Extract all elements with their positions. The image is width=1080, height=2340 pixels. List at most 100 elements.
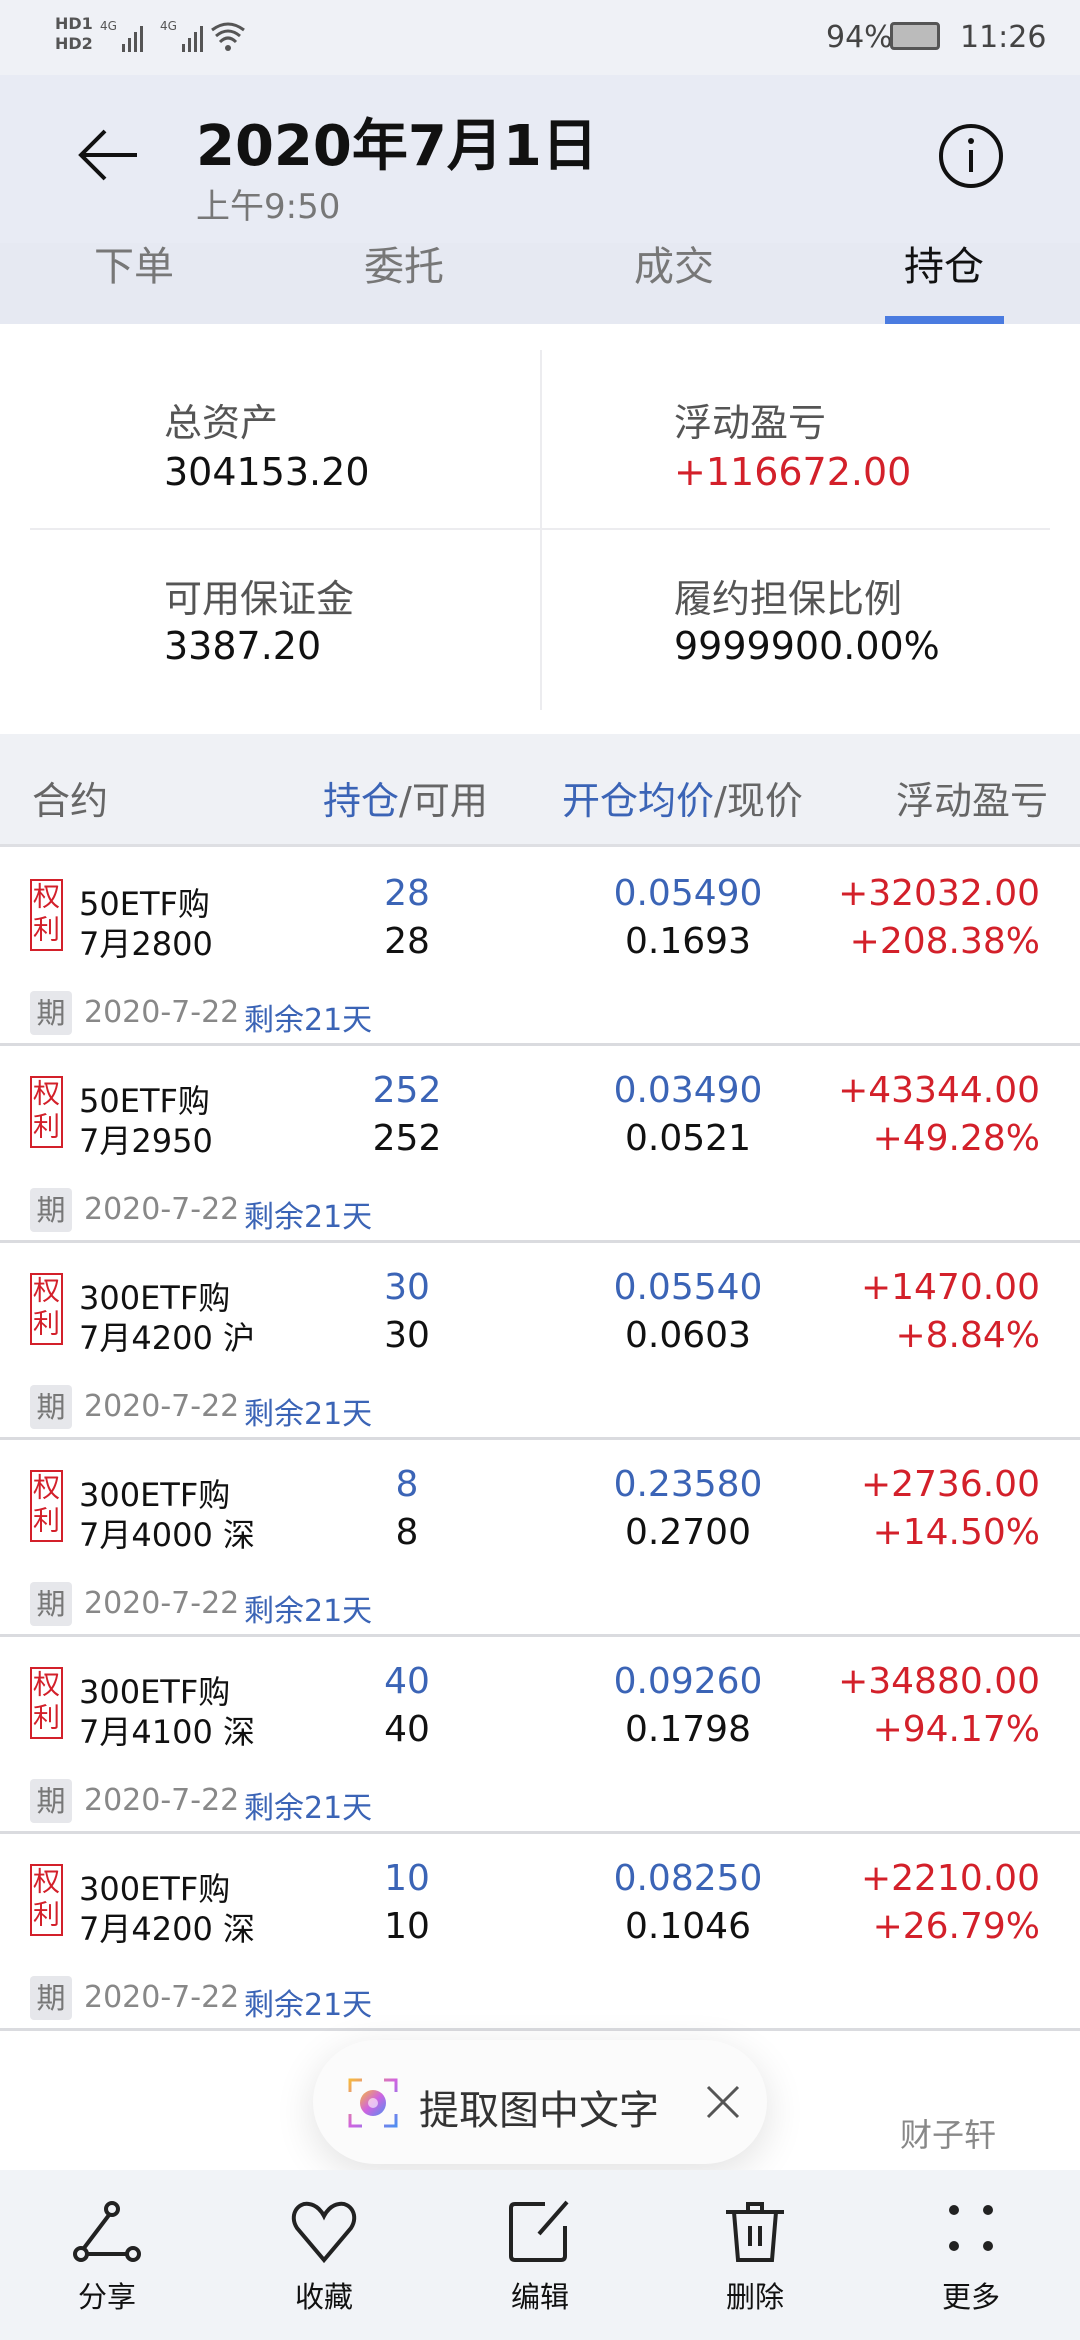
row-pnl: +43344.00 xyxy=(838,1070,1040,1111)
tab-trades[interactable]: 成交 xyxy=(634,244,714,290)
row-pnl-percent: +26.79% xyxy=(872,1906,1040,1947)
expiry-badge: 期 xyxy=(30,1976,72,2020)
row-pnl-percent: +208.38% xyxy=(849,921,1040,962)
contract-name: 300ETF购 xyxy=(79,1673,231,1711)
available-qty: 252 xyxy=(372,1118,442,1159)
table-row[interactable]: 权利 300ETF购 7月4200 沪 30 30 0.05540 0.0603… xyxy=(0,1243,1080,1440)
col-floating-pnl[interactable]: 浮动盈亏 xyxy=(895,779,1048,823)
divider xyxy=(540,350,542,710)
extract-text-toast[interactable]: 提取图中文字 xyxy=(313,2040,767,2164)
col-position[interactable]: 持仓 xyxy=(323,779,400,823)
guarantee-ratio-value: 9999900.00% xyxy=(674,624,940,668)
right-badge: 权利 xyxy=(30,1667,63,1739)
expiry-badge: 期 xyxy=(30,991,72,1035)
edit-icon xyxy=(509,2200,569,2262)
row-pnl-percent: +94.17% xyxy=(872,1709,1040,1750)
contract-name: 50ETF购 xyxy=(79,885,210,923)
expiry-badge: 期 xyxy=(30,1582,72,1626)
guarantee-ratio-label: 履约担保比例 xyxy=(674,577,903,621)
right-badge: 权利 xyxy=(30,1076,63,1148)
contract-detail: 7月4200 沪 xyxy=(79,1319,255,1357)
available-qty: 30 xyxy=(384,1315,430,1356)
tab-positions[interactable]: 持仓 xyxy=(904,244,984,290)
expiry-date: 2020-7-22 xyxy=(84,1783,240,1818)
expiry-date: 2020-7-22 xyxy=(84,1389,240,1424)
total-assets-value: 304153.20 xyxy=(164,450,370,494)
table-header: 合约 持仓/可用 开仓均价/现价 浮动盈亏 xyxy=(0,734,1080,847)
row-pnl: +2736.00 xyxy=(860,1464,1040,1505)
row-pnl: +32032.00 xyxy=(838,873,1040,914)
edit-label: 编辑 xyxy=(510,2280,569,2314)
available-margin-value: 3387.20 xyxy=(164,624,322,668)
col-contract[interactable]: 合约 xyxy=(32,779,109,823)
more-icon xyxy=(949,2205,993,2251)
sim-indicator: HD1 HD2 xyxy=(55,14,93,53)
expiry-date: 2020-7-22 xyxy=(84,995,240,1030)
battery-percent: 94% xyxy=(826,20,893,55)
expiry-badge: 期 xyxy=(30,1385,72,1429)
current-price: 0.0603 xyxy=(625,1315,751,1356)
current-price: 0.0521 xyxy=(625,1118,751,1159)
share-button[interactable]: 分享 xyxy=(27,2200,187,2316)
contract-name: 300ETF购 xyxy=(79,1279,231,1317)
avg-price: 0.08250 xyxy=(613,1858,763,1899)
right-badge: 权利 xyxy=(30,1864,63,1936)
more-button[interactable]: 更多 xyxy=(891,2200,1051,2316)
col-avg-price[interactable]: 开仓均价 xyxy=(562,779,715,823)
delete-button[interactable]: 删除 xyxy=(675,2200,835,2316)
heart-icon xyxy=(291,2201,357,2264)
floating-pnl-value: +116672.00 xyxy=(674,450,912,494)
contract-detail: 7月2800 xyxy=(79,925,213,963)
row-pnl-percent: +49.28% xyxy=(872,1118,1040,1159)
current-price: 0.1798 xyxy=(625,1709,751,1750)
table-row[interactable]: 权利 300ETF购 7月4000 深 8 8 0.23580 0.2700 +… xyxy=(0,1440,1080,1637)
favorite-button[interactable]: 收藏 xyxy=(244,2200,404,2316)
contract-detail: 7月4000 深 xyxy=(79,1516,255,1554)
expiry-date: 2020-7-22 xyxy=(84,1980,240,2015)
col-current-price[interactable]: /现价 xyxy=(714,779,803,823)
right-badge: 权利 xyxy=(30,1470,63,1542)
tab-bar: 下单 委托 成交 持仓 xyxy=(0,243,1080,324)
tab-place-order[interactable]: 下单 xyxy=(94,244,174,290)
position-qty: 28 xyxy=(384,873,430,914)
back-arrow-icon[interactable] xyxy=(75,125,145,185)
svg-text:4G: 4G xyxy=(160,19,177,33)
page-title: 2020年7月1日 xyxy=(196,114,598,179)
table-row[interactable]: 权利 50ETF购 7月2950 252 252 0.03490 0.0521 … xyxy=(0,1046,1080,1243)
expiry-badge: 期 xyxy=(30,1188,72,1232)
available-qty: 28 xyxy=(384,921,430,962)
row-pnl-percent: +8.84% xyxy=(895,1315,1040,1356)
avg-price: 0.03490 xyxy=(613,1070,763,1111)
position-qty: 40 xyxy=(384,1661,430,1702)
table-row[interactable]: 权利 50ETF购 7月2800 28 28 0.05490 0.1693 +3… xyxy=(0,849,1080,1046)
edit-button[interactable]: 编辑 xyxy=(460,2200,620,2316)
right-badge: 权利 xyxy=(30,1273,63,1345)
position-qty: 252 xyxy=(372,1070,442,1111)
contract-detail: 7月4100 深 xyxy=(79,1713,255,1751)
col-available[interactable]: /可用 xyxy=(399,779,488,823)
table-row[interactable]: 权利 300ETF购 7月4100 深 40 40 0.09260 0.1798… xyxy=(0,1637,1080,1834)
avg-price: 0.23580 xyxy=(613,1464,763,1505)
row-pnl: +34880.00 xyxy=(838,1661,1040,1702)
current-price: 0.2700 xyxy=(625,1512,751,1553)
signal-icon: 4G 4G xyxy=(100,19,245,52)
avg-price: 0.05490 xyxy=(613,873,763,914)
expiry-date: 2020-7-22 xyxy=(84,1192,240,1227)
table-row[interactable]: 权利 300ETF购 7月4200 深 10 10 0.08250 0.1046… xyxy=(0,1834,1080,2031)
expiry-badge: 期 xyxy=(30,1779,72,1823)
row-pnl: +2210.00 xyxy=(860,1858,1040,1899)
tab-orders[interactable]: 委托 xyxy=(364,244,444,290)
current-price: 0.1046 xyxy=(625,1906,751,1947)
watermark-logo: 财子轩 xyxy=(900,2116,997,2154)
camera-lens-icon xyxy=(348,2078,398,2128)
row-pnl: +1470.00 xyxy=(860,1267,1040,1308)
current-price: 0.1693 xyxy=(625,921,751,962)
days-remaining: 剩余21天 xyxy=(244,1988,373,2023)
toast-label: 提取图中文字 xyxy=(419,2088,659,2134)
contract-name: 300ETF购 xyxy=(79,1870,231,1908)
battery-icon xyxy=(890,22,940,50)
available-margin-label: 可用保证金 xyxy=(164,577,355,621)
close-icon[interactable] xyxy=(705,2084,741,2120)
delete-label: 删除 xyxy=(725,2280,784,2314)
info-icon[interactable] xyxy=(938,123,1004,189)
